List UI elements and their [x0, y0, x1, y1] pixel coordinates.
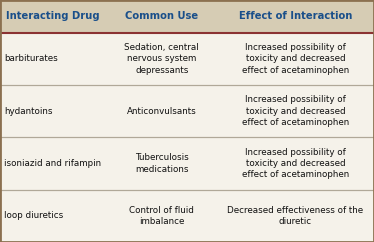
Bar	[0, 33, 374, 85]
Text: Control of fluid
imbalance: Control of fluid imbalance	[129, 206, 194, 226]
Text: Effect of Interaction: Effect of Interaction	[239, 11, 352, 21]
Text: barbiturates: barbiturates	[4, 54, 58, 63]
Text: Increased possibility of
toxicity and decreased
effect of acetaminophen: Increased possibility of toxicity and de…	[242, 148, 349, 180]
Text: Common Use: Common Use	[125, 11, 198, 21]
Text: Anticonvulsants: Anticonvulsants	[127, 107, 197, 116]
Bar	[0, 85, 374, 137]
Text: loop diuretics: loop diuretics	[4, 211, 64, 220]
Text: Increased possibility of
toxicity and decreased
effect of acetaminophen: Increased possibility of toxicity and de…	[242, 43, 349, 75]
Bar	[0, 137, 374, 190]
Text: Sedation, central
nervous system
depressants: Sedation, central nervous system depress…	[125, 43, 199, 75]
Text: Increased possibility of
toxicity and decreased
effect of acetaminophen: Increased possibility of toxicity and de…	[242, 95, 349, 127]
Text: isoniazid and rifampin: isoniazid and rifampin	[4, 159, 102, 168]
Bar	[0, 190, 374, 242]
Text: Interacting Drug: Interacting Drug	[6, 11, 100, 21]
Text: hydantoins: hydantoins	[4, 107, 53, 116]
Text: Decreased effectiveness of the
diuretic: Decreased effectiveness of the diuretic	[227, 206, 364, 226]
Text: Tuberculosis
medications: Tuberculosis medications	[135, 153, 188, 174]
Bar	[0, 0, 374, 33]
